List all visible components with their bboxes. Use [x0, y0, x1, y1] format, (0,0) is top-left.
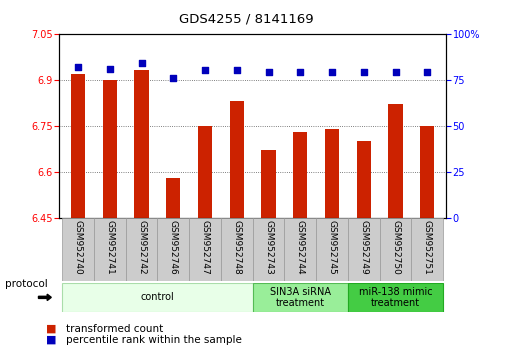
Text: GSM952742: GSM952742	[137, 219, 146, 274]
Text: percentile rank within the sample: percentile rank within the sample	[66, 335, 242, 345]
Bar	[253, 218, 284, 281]
Bar	[230, 101, 244, 218]
Bar	[284, 218, 316, 281]
Bar	[316, 218, 348, 281]
Text: GDS4255 / 8141169: GDS4255 / 8141169	[179, 12, 313, 25]
Point	[169, 75, 177, 81]
Text: protocol: protocol	[5, 279, 48, 289]
Bar	[253, 283, 348, 312]
Text: GSM952744: GSM952744	[296, 219, 305, 274]
Text: GSM952740: GSM952740	[73, 219, 83, 274]
Bar	[134, 70, 149, 218]
Point	[391, 69, 400, 75]
Point	[360, 69, 368, 75]
Bar	[189, 218, 221, 281]
Point	[233, 68, 241, 73]
Text: miR-138 mimic
treatment: miR-138 mimic treatment	[359, 286, 432, 308]
Point	[296, 69, 304, 75]
Text: GSM952745: GSM952745	[327, 219, 337, 274]
Text: ■: ■	[46, 335, 56, 345]
Bar	[221, 218, 253, 281]
Bar	[348, 218, 380, 281]
Text: GSM952747: GSM952747	[201, 219, 209, 274]
Bar	[262, 150, 275, 218]
Point	[137, 60, 146, 66]
Bar	[94, 218, 126, 281]
Point	[423, 69, 431, 75]
Text: GSM952743: GSM952743	[264, 219, 273, 274]
Bar	[357, 141, 371, 218]
Bar	[62, 283, 253, 312]
Bar	[293, 132, 307, 218]
Bar	[126, 218, 157, 281]
Text: control: control	[141, 292, 174, 302]
Bar	[71, 74, 85, 218]
Text: GSM952751: GSM952751	[423, 219, 432, 274]
Text: GSM952741: GSM952741	[105, 219, 114, 274]
Text: GSM952746: GSM952746	[169, 219, 178, 274]
Bar	[380, 218, 411, 281]
Bar	[157, 218, 189, 281]
Bar	[62, 218, 94, 281]
Point	[106, 66, 114, 72]
Text: GSM952748: GSM952748	[232, 219, 241, 274]
Point	[74, 64, 82, 70]
Text: GSM952749: GSM952749	[359, 219, 368, 274]
Bar	[103, 80, 117, 218]
Bar	[198, 126, 212, 218]
Text: transformed count: transformed count	[66, 324, 163, 333]
Bar	[325, 129, 339, 218]
Point	[264, 69, 272, 75]
Bar	[411, 218, 443, 281]
Bar	[348, 283, 443, 312]
Bar	[166, 178, 181, 218]
Point	[201, 68, 209, 73]
Bar	[420, 126, 435, 218]
Bar	[388, 104, 403, 218]
Text: SIN3A siRNA
treatment: SIN3A siRNA treatment	[270, 286, 331, 308]
Point	[328, 69, 336, 75]
Text: ■: ■	[46, 324, 56, 333]
Text: GSM952750: GSM952750	[391, 219, 400, 274]
